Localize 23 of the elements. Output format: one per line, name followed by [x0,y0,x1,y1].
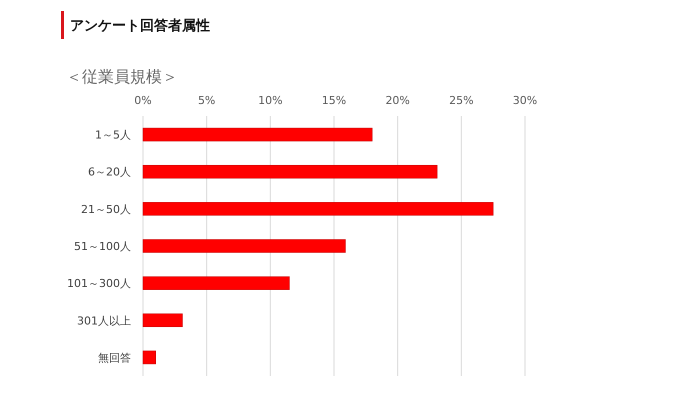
y-tick-label: 51～100人 [74,240,131,253]
y-tick-label: 1～5人 [95,128,131,142]
x-tick-label: 10% [258,94,283,107]
bar [142,314,183,328]
bar [142,350,156,364]
y-tick-label: 301人以上 [77,314,131,328]
bar [142,128,372,142]
x-tick-label: 15% [322,94,346,107]
y-tick-label: 無回答 [98,351,131,364]
x-tick-label: 5% [198,94,216,107]
bar [142,164,438,178]
bar [142,239,346,253]
x-tick-label: 0% [134,94,152,107]
chart-title: アンケート回答者属性 [70,18,210,34]
y-tick-label: 101～300人 [67,277,131,290]
x-tick-label: 30% [512,94,538,107]
x-tick-label: 20% [385,94,410,107]
bar [142,276,290,290]
x-tick-label: 25% [449,94,474,107]
bar [142,202,494,216]
y-tick-label: 6～20人 [88,166,131,179]
y-tick-label: 21～50人 [81,202,131,216]
chart-subtitle: ＜従業員規模＞ [66,67,178,86]
